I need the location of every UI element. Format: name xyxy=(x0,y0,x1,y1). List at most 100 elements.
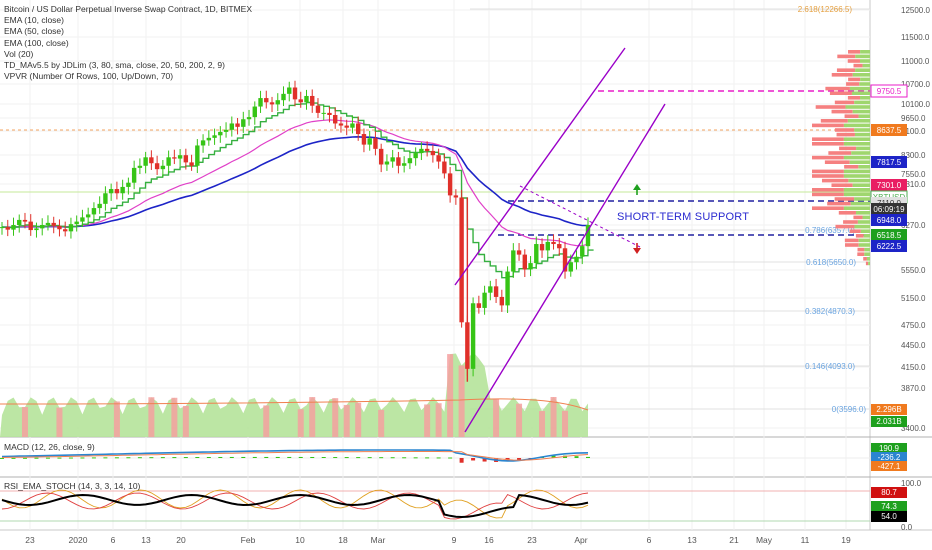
candle-body xyxy=(580,246,585,257)
rsi-tick-label: 100.0 xyxy=(901,479,922,488)
candle-body xyxy=(172,157,177,159)
candle-body xyxy=(574,256,579,263)
legend-vpvr: VPVR (Number Of Rows, 100, Up/Down, 70) xyxy=(4,71,174,82)
candle-body xyxy=(5,227,10,230)
macd-hist-bar xyxy=(448,457,453,459)
candle-body xyxy=(551,241,556,245)
vpvr-bar xyxy=(863,257,867,261)
macd-hist-bar xyxy=(482,458,487,462)
chart-legend: Bitcoin / US Dollar Perpetual Inverse Sw… xyxy=(4,4,252,82)
legend-ema100: EMA (100, close) xyxy=(4,37,69,48)
vpvr-bar xyxy=(836,68,856,72)
rsi-legend: RSI_EMA_STOCH (14, 3, 3, 14, 10) xyxy=(4,481,141,491)
candle-body xyxy=(304,95,309,103)
x-tick-label: 21 xyxy=(729,535,739,545)
vpvr-bar xyxy=(856,146,870,151)
price-tag xyxy=(871,240,907,252)
x-tick-label: 13 xyxy=(141,535,151,545)
macd-hist-bar xyxy=(367,457,372,459)
volume-bar xyxy=(424,404,431,437)
vpvr-bar xyxy=(846,82,860,86)
vpvr-bar xyxy=(839,146,857,151)
vpvr-bar xyxy=(812,142,844,146)
vpvr-bar xyxy=(829,91,852,95)
rsi-tag-label: 74.3 xyxy=(881,502,897,511)
candle-body xyxy=(218,131,223,136)
candle-body xyxy=(511,250,516,272)
candle-body xyxy=(292,87,298,100)
y-tick-label: 5150.0 xyxy=(901,294,926,303)
macd-hist-bar xyxy=(91,457,96,459)
vpvr-bar xyxy=(862,63,870,68)
price-tag xyxy=(871,203,907,215)
vpvr-bar xyxy=(844,114,859,118)
candle-body xyxy=(11,225,16,230)
candle-body xyxy=(516,250,522,255)
vpvr-bar xyxy=(858,114,870,118)
fib-label: 0.786(6357.0) xyxy=(805,226,855,235)
candle-body xyxy=(62,229,68,232)
candle-body xyxy=(281,93,286,101)
y-tick-label: 10700.0 xyxy=(901,80,930,89)
channel-lower xyxy=(464,103,666,433)
candle-body xyxy=(131,167,137,183)
y-tick-label: 12500.0 xyxy=(901,6,930,15)
macd-hist-bar xyxy=(172,457,177,459)
vpvr-bar xyxy=(866,257,870,261)
vpvr-bar xyxy=(845,105,870,109)
candle-body xyxy=(390,157,395,162)
candle-body xyxy=(85,214,91,218)
vpvr-bar xyxy=(852,183,870,187)
volume-bar xyxy=(516,403,523,437)
vpvr-bar xyxy=(855,68,870,72)
vpvr-bar xyxy=(837,54,856,59)
rsi-tag xyxy=(871,487,907,498)
vpvr-bar xyxy=(812,137,844,141)
rsi-tag-label: 54.0 xyxy=(881,512,897,521)
volume-bar xyxy=(332,398,339,437)
vpvr-bar xyxy=(815,105,846,109)
macd-tag-label: 190.9 xyxy=(879,444,900,453)
macd-signal-line xyxy=(1,451,589,461)
x-tick-label: 6 xyxy=(647,535,652,545)
rsi-tag xyxy=(871,511,907,522)
price-tag xyxy=(871,156,907,168)
candle-body xyxy=(212,135,217,138)
vpvr-bar xyxy=(834,100,855,105)
candle-body xyxy=(258,98,263,107)
macd-hist-bar xyxy=(34,457,39,459)
volume-tag xyxy=(871,416,907,427)
candle-body xyxy=(126,182,131,187)
candle-body xyxy=(361,134,367,145)
macd-hist-bar xyxy=(0,457,4,459)
stoch-d-line xyxy=(1,492,589,520)
vpvr-bar xyxy=(864,252,870,256)
legend-ema50: EMA (50, close) xyxy=(4,26,64,37)
macd-hist-bar xyxy=(80,457,85,459)
price-tag xyxy=(871,124,907,136)
candle-body xyxy=(413,153,418,159)
candle-body xyxy=(568,262,573,272)
rsi-line xyxy=(1,493,589,519)
price-tag-label: 8637.5 xyxy=(877,126,902,135)
x-tick-label: 13 xyxy=(687,535,697,545)
candle-body xyxy=(74,221,79,225)
vpvr-bar xyxy=(812,192,844,197)
y-tick-label: 9100.0 xyxy=(901,127,926,136)
x-tick-label: 23 xyxy=(25,535,35,545)
fib-label: 0(3596.0) xyxy=(832,405,867,414)
volume-bar xyxy=(355,402,362,437)
vpvr-bar xyxy=(836,132,855,137)
vpvr-bar xyxy=(827,201,851,206)
macd-hist-bar xyxy=(402,457,407,459)
vpvr-bar xyxy=(860,50,870,54)
price-tag-label: 6948.0 xyxy=(877,216,902,225)
vpvr-bar xyxy=(858,238,870,243)
macd-hist-bar xyxy=(356,457,361,459)
candle-body xyxy=(528,263,533,270)
vpvr-bar xyxy=(812,169,844,174)
volume-bar xyxy=(562,410,569,437)
macd-tag xyxy=(871,461,907,471)
price-tag-label: 7817.5 xyxy=(877,158,902,167)
